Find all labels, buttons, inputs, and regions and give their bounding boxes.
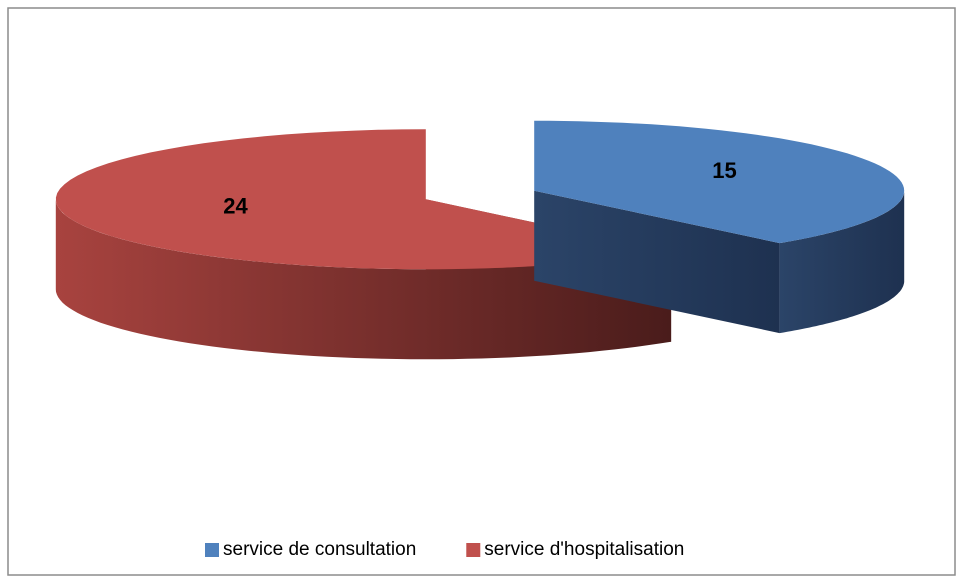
legend-label: service de consultation: [223, 539, 416, 560]
slice: [534, 120, 905, 244]
legend-swatch: [466, 543, 481, 557]
slice-side: [534, 190, 780, 334]
data-label: 24: [223, 194, 248, 219]
legend-label: service d'hospitalisation: [484, 539, 684, 560]
slice: [55, 129, 672, 270]
data-label: 15: [712, 158, 736, 183]
slice-wall: [779, 190, 905, 334]
legend-swatch: [205, 543, 219, 557]
slice-wall: [55, 199, 672, 360]
